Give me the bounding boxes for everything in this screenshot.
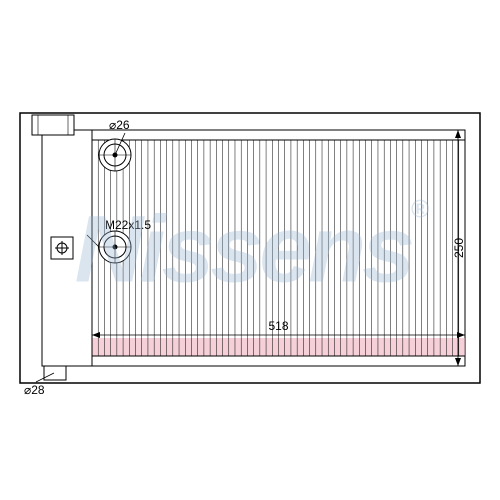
technical-drawing-svg: 518 250 ⌀26 M22x1.5 ⌀28	[0, 0, 500, 500]
label-port-bottom: ⌀28	[24, 383, 45, 397]
drawing-stage: 518250⌀26M22x1.5⌀28 Nissens®	[0, 0, 500, 500]
label-port-top: ⌀26	[109, 118, 130, 132]
core-bot-rail	[92, 356, 465, 366]
core-top-rail	[92, 130, 465, 140]
label-thread: M22x1.5	[105, 218, 151, 232]
dim-width-label: 518	[268, 319, 288, 333]
dim-height-label: 250	[452, 238, 466, 258]
tank-bottom-port	[44, 366, 66, 380]
